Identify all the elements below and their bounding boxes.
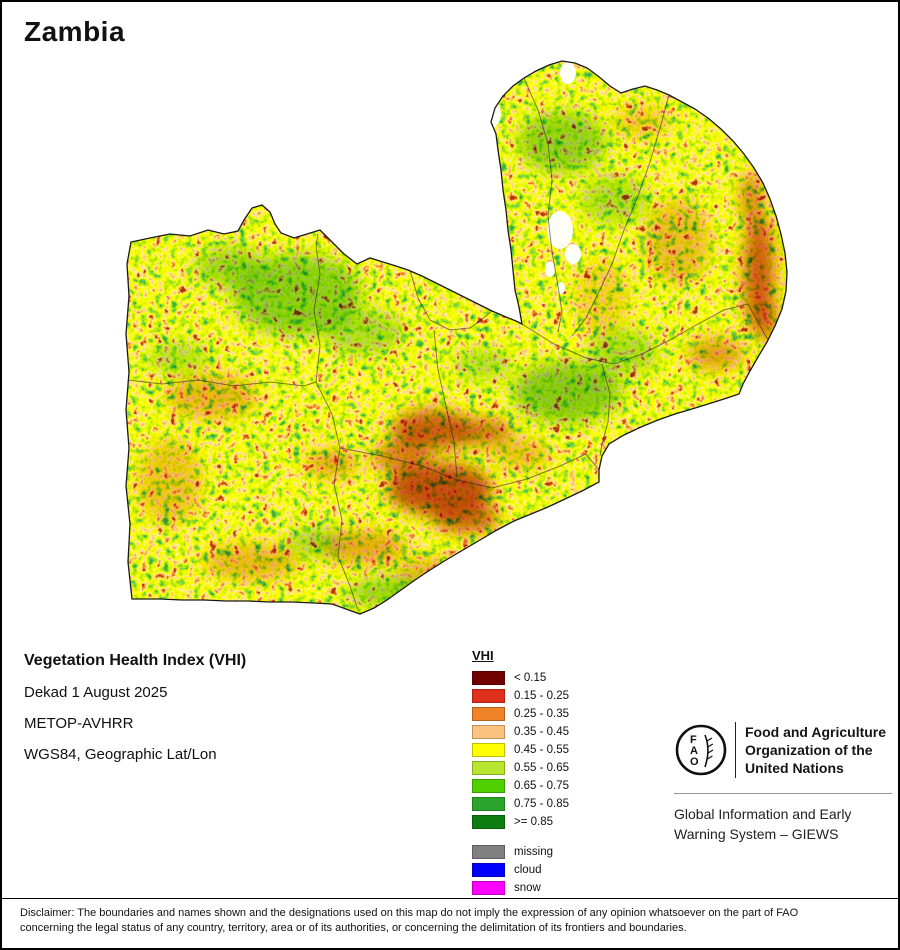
fao-divider bbox=[735, 722, 736, 778]
giews-line: Warning System – GIEWS bbox=[674, 826, 839, 842]
legend-swatch bbox=[472, 761, 505, 775]
wheat-leaves-icon bbox=[706, 737, 714, 760]
legend-row: cloud bbox=[472, 861, 569, 879]
disclaimer-line: Disclaimer: The boundaries and names sho… bbox=[20, 907, 799, 919]
legend-swatch bbox=[472, 707, 505, 721]
legend-swatch bbox=[472, 845, 505, 859]
giews-line: Global Information and Early bbox=[674, 806, 852, 822]
low-vhi-zones-overlay bbox=[138, 106, 778, 586]
legend-swatch bbox=[472, 671, 505, 685]
legend-swatch bbox=[472, 743, 505, 757]
vhi-noise-fill bbox=[126, 61, 787, 614]
legend-swatch bbox=[472, 863, 505, 877]
disclaimer: Disclaimer: The boundaries and names sho… bbox=[2, 898, 898, 936]
legend-row: < 0.15 bbox=[472, 669, 569, 687]
legend-swatch bbox=[472, 881, 505, 895]
fao-org-line: Food and Agriculture bbox=[745, 724, 887, 740]
map-sensor: METOP-AVHRR bbox=[24, 715, 134, 732]
legend-label: missing bbox=[514, 846, 553, 858]
legend-spacer bbox=[472, 831, 569, 843]
wheat-stalk-icon bbox=[704, 734, 709, 768]
fao-logo: F A O bbox=[675, 724, 727, 776]
legend-label: cloud bbox=[514, 864, 542, 876]
legend-label: 0.65 - 0.75 bbox=[514, 780, 569, 792]
fao-org-line: Organization of the bbox=[745, 742, 873, 758]
fao-org-line: United Nations bbox=[745, 760, 844, 776]
vhi-legend: VHI < 0.15 0.15 - 0.25 0.25 - 0.35 0.35 … bbox=[472, 648, 569, 897]
fao-logo-letter: O bbox=[690, 756, 699, 768]
legend-label: snow bbox=[514, 882, 541, 894]
legend-title: VHI bbox=[472, 648, 494, 663]
vhi-raster-layer bbox=[126, 61, 787, 614]
legend-row: missing bbox=[472, 843, 569, 861]
legend-label: 0.75 - 0.85 bbox=[514, 798, 569, 810]
legend-label: >= 0.85 bbox=[514, 816, 554, 828]
legend-swatch bbox=[472, 725, 505, 739]
legend-label: 0.35 - 0.45 bbox=[514, 726, 569, 738]
legend-label: < 0.15 bbox=[514, 672, 547, 684]
province-boundaries bbox=[127, 77, 769, 611]
legend-row: 0.75 - 0.85 bbox=[472, 795, 569, 813]
legend-label: 0.15 - 0.25 bbox=[514, 690, 569, 702]
legend-row: 0.35 - 0.45 bbox=[472, 723, 569, 741]
fao-logo-letter: F bbox=[690, 734, 697, 746]
legend-row: 0.65 - 0.75 bbox=[472, 777, 569, 795]
legend-row: >= 0.85 bbox=[472, 813, 569, 831]
legend-swatch bbox=[472, 815, 505, 829]
map-info-block: Vegetation Health Index (VHI) Dekad 1 Au… bbox=[24, 652, 246, 777]
page-title: Zambia bbox=[24, 16, 126, 47]
legend-label: 0.45 - 0.55 bbox=[514, 744, 569, 756]
map-projection: WGS84, Geographic Lat/Lon bbox=[24, 746, 217, 763]
zambia-border bbox=[125, 60, 788, 615]
legend-row: 0.15 - 0.25 bbox=[472, 687, 569, 705]
fao-block: F A O Food and Agriculture Organization … bbox=[674, 722, 892, 844]
legend-label: 0.55 - 0.65 bbox=[514, 762, 569, 774]
map-date: Dekad 1 August 2025 bbox=[24, 684, 168, 701]
legend-swatch bbox=[472, 797, 505, 811]
zambia-vhi-map bbox=[125, 60, 788, 615]
legend-row: 0.55 - 0.65 bbox=[472, 759, 569, 777]
legend-label: 0.25 - 0.35 bbox=[514, 708, 569, 720]
giews-caption: Global Information and Early Warning Sys… bbox=[674, 804, 892, 844]
fao-logo-letter: A bbox=[690, 745, 698, 757]
disclaimer-line: concerning the legal status of any count… bbox=[20, 922, 687, 934]
legend-swatch bbox=[472, 779, 505, 793]
map-product-title: Vegetation Health Index (VHI) bbox=[24, 652, 247, 669]
fao-separator-line bbox=[674, 793, 892, 794]
fao-org-name: Food and Agriculture Organization of the… bbox=[745, 723, 886, 777]
legend-row: 0.25 - 0.35 bbox=[472, 705, 569, 723]
legend-row: 0.45 - 0.55 bbox=[472, 741, 569, 759]
legend-swatch bbox=[472, 689, 505, 703]
fao-lockup: F A O Food and Agriculture Organization … bbox=[674, 722, 892, 778]
legend-row: snow bbox=[472, 879, 569, 897]
